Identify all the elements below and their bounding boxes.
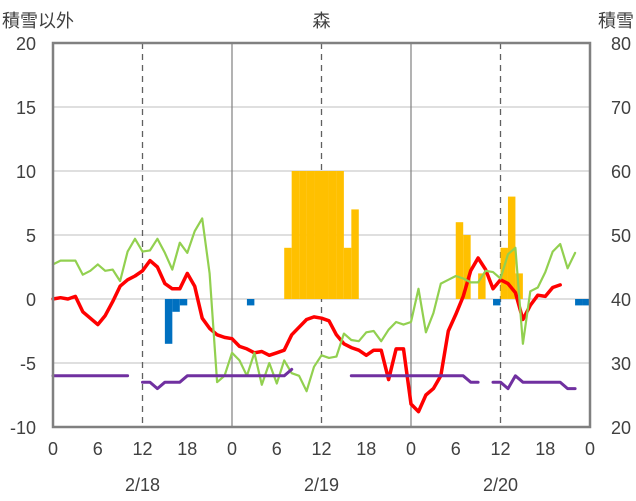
precipitation-snowfall-bar [463,235,471,299]
y-left-tick: 15 [16,98,36,118]
wind-speed-line [51,217,577,393]
precipitation-snowfall-bar [507,196,516,299]
y-right-tick: 20 [611,418,631,438]
x-tick: 0 [48,439,58,459]
snow-depth-line [141,367,294,391]
left-axis-title: 積雪以外 [2,11,74,32]
plot-border [51,41,592,429]
precipitation-snowfall-bar [284,247,292,299]
precipitation-other-bar [575,299,583,306]
y-right-tick: 80 [611,34,631,54]
precipitation-snowfall-bar [500,247,508,299]
x-date-label: 2/20 [483,475,518,495]
labels: 積雪以外森積雪20151050-5-10807060504030200 6 12 18… [2,11,634,495]
x-tick: 0 [406,439,416,459]
precipitation-snowfall-bar [321,171,329,299]
snow-depth-line [349,374,480,384]
precipitation-snowfall-bar [343,247,352,299]
precipitation-snowfall-bar [306,171,315,299]
precipitation-other-bar [164,299,173,344]
grid [53,43,590,427]
right-axis-title: 積雪 [598,11,634,32]
y-left-tick: 5 [26,226,36,246]
y-left-tick: 0 [26,290,36,310]
snow-depth-line [491,374,577,391]
precipitation-other-bar [179,299,188,306]
y-left-tick: -5 [20,354,36,374]
y-right-tick: 70 [611,98,631,118]
x-tick: 0 [227,439,237,459]
x-tick: 12 [311,439,331,459]
precipitation-snowfall-bar [455,222,464,299]
precipitation-other-bar [493,299,501,306]
precipitation-snowfall-bar [351,209,359,299]
x-date-label: 2/19 [304,475,339,495]
x-tick: 18 [535,439,555,459]
precipitation-snowfall-bar [291,171,300,299]
precipitation-snowfall-bar [478,273,486,299]
x-tick: 6 [272,439,282,459]
x-tick: 0 [585,439,595,459]
precipitation-snowfall-bar [328,171,337,299]
y-left-tick: 20 [16,34,36,54]
y-left-tick: 10 [16,162,36,182]
precipitation-other-bar [246,299,255,306]
y-left-tick: -10 [10,418,36,438]
temperature-line [51,256,562,414]
x-tick: 12 [490,439,510,459]
precipitation-snowfall-bar [299,171,307,299]
x-tick: 6 [93,439,103,459]
y-right-tick: 30 [611,354,631,374]
precipitation-other-bar [172,299,180,312]
precipitation-snowfall-bar [314,171,322,299]
y-right-tick: 40 [611,290,631,310]
precipitation-other-bar [582,299,590,306]
x-tick: 12 [132,439,152,459]
precipitation-snowfall-bar [336,171,344,299]
y-right-tick: 60 [611,162,631,182]
bars [164,171,590,344]
plot-frame [51,41,592,429]
x-tick: 18 [177,439,197,459]
y-right-tick: 50 [611,226,631,246]
x-tick: 18 [356,439,376,459]
chart-title: 森 [313,11,331,32]
x-tick: 6 [451,439,461,459]
x-date-label: 2/18 [125,475,160,495]
lines [51,217,577,414]
